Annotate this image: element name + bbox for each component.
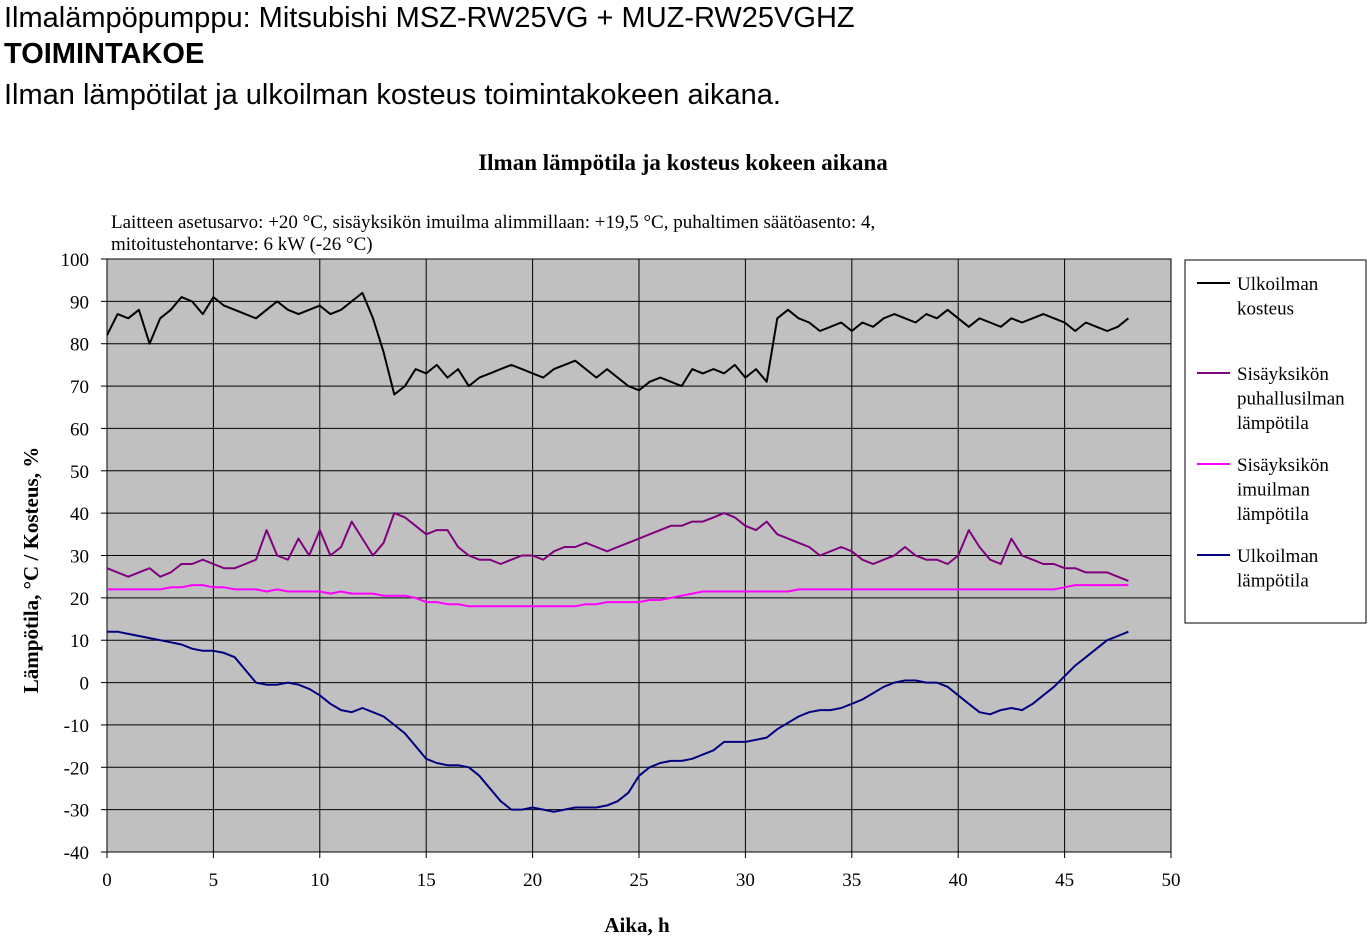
legend-label-puhallusilman-lampotila: Sisäyksikön [1237, 364, 1329, 385]
x-tick-label: 25 [630, 870, 649, 891]
x-tick-label: 0 [102, 870, 112, 891]
y-tick-label: 80 [70, 335, 89, 356]
legend-box [1184, 259, 1367, 624]
y-axis-label: Lämpötila, °C / Kosteus, % [19, 447, 43, 693]
y-tick-label: 30 [70, 547, 89, 568]
legend-label-ulkoilman-kosteus: Ulkoilman [1237, 274, 1319, 295]
x-axis: 0 5 10 15 20 25 30 35 40 45 50 [102, 852, 1181, 891]
series-line-imuilman-lampotila [107, 584, 1129, 608]
header-title: Ilmalämpöpumppu: Mitsubishi MSZ-RW25VG +… [4, 2, 855, 34]
series-layer [106, 291, 1130, 813]
series-line-puhallusilman-lampotila [106, 512, 1129, 582]
y-tick-label: 0 [80, 674, 90, 695]
x-tick-label: 20 [523, 870, 542, 891]
legend-label-puhallusilman-lampotila: puhallusilman [1237, 389, 1345, 410]
y-tick-label: 40 [70, 504, 89, 525]
x-tick-label: 45 [1055, 870, 1074, 891]
legend-label-puhallusilman-lampotila: lämpötila [1237, 413, 1309, 434]
x-tick-label: 50 [1162, 870, 1181, 891]
chart-subtitle-line-1: Laitteen asetusarvo: +20 °C, sisäyksikön… [111, 212, 875, 233]
header-description: Ilman lämpötilat ja ulkoilman kosteus to… [4, 79, 781, 111]
y-tick-label: 100 [61, 250, 90, 271]
y-tick-label: 50 [70, 462, 89, 483]
legend-label-imuilman-lampotila: imuilman [1237, 480, 1310, 501]
legend-label-ulkoilman-kosteus: kosteus [1237, 299, 1294, 320]
y-tick-label: -20 [64, 758, 89, 779]
legend-label-imuilman-lampotila: lämpötila [1237, 504, 1309, 525]
x-axis-label: Aika, h [604, 913, 670, 937]
legend-label-ulkoilman-lampotila: Ulkoilman [1237, 546, 1319, 567]
x-tick-label: 5 [209, 870, 219, 891]
x-tick-label: 40 [949, 870, 968, 891]
chart-title: Ilman lämpötila ja kosteus kokeen aikana [478, 150, 888, 175]
header-subtitle: TOIMINTAKOE [4, 38, 205, 70]
legend: Ulkoilman kosteus Sisäyksikön puhallusilman… [1184, 259, 1367, 624]
x-tick-label: 30 [736, 870, 755, 891]
legend-label-imuilman-lampotila: Sisäyksikön [1237, 455, 1329, 476]
legend-label-ulkoilman-lampotila: lämpötila [1237, 571, 1309, 592]
y-tick-label: 70 [70, 377, 89, 398]
y-tick-label: 10 [70, 631, 89, 652]
y-tick-label: 60 [70, 419, 89, 440]
chart-subtitle-line-2: mitoitustehontarve: 6 kW (-26 °C) [111, 234, 373, 255]
series-line-ulkoilman-lampotila [107, 630, 1129, 813]
y-tick-label: -40 [64, 843, 89, 864]
y-tick-label: -10 [64, 716, 89, 737]
series-line-ulkoilman-kosteus [106, 291, 1130, 396]
y-tick-label: -30 [64, 801, 89, 822]
x-tick-label: 10 [310, 870, 329, 891]
y-tick-label: 90 [70, 292, 89, 313]
y-tick-label: 20 [70, 589, 89, 610]
x-tick-label: 15 [417, 870, 436, 891]
x-tick-label: 35 [842, 870, 861, 891]
